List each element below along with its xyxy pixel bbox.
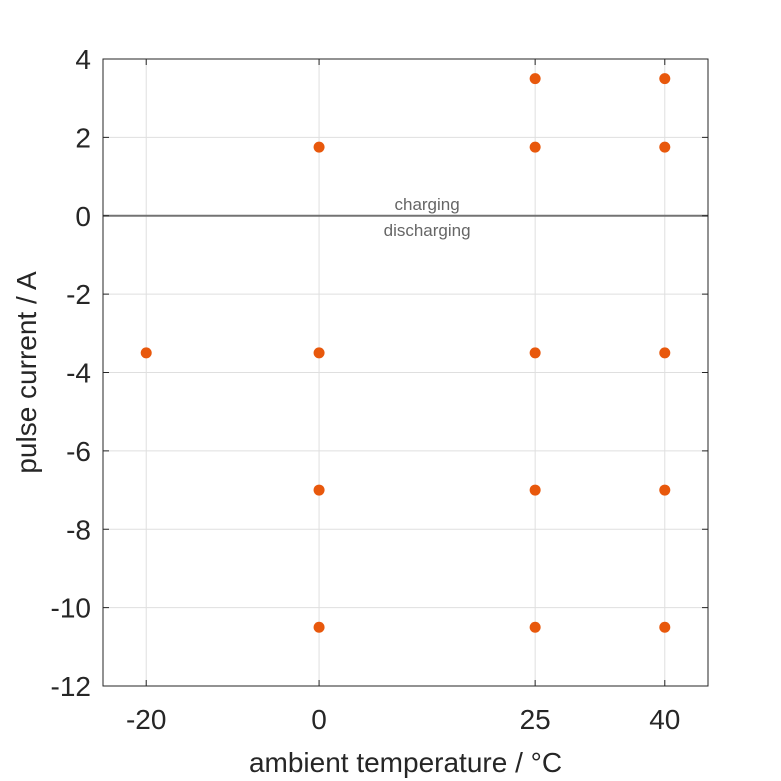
data-point xyxy=(313,141,325,153)
y-tick-label: 2 xyxy=(75,122,91,153)
discharging-annotation: discharging xyxy=(384,221,471,240)
y-tick-label: -4 xyxy=(66,358,91,389)
data-point xyxy=(659,141,671,153)
data-point xyxy=(313,484,325,496)
y-tick-labels: 4 2 0 -2 -4 -6 -8 -10 -12 xyxy=(51,44,91,702)
x-tick-label: 40 xyxy=(649,704,680,735)
y-tick-label: -10 xyxy=(51,593,91,624)
x-tick-label: -20 xyxy=(126,704,166,735)
data-point xyxy=(529,621,541,633)
y-tick-label: 4 xyxy=(75,44,91,75)
y-tick-label: -2 xyxy=(66,279,91,310)
grid-lines xyxy=(103,58,708,687)
y-tick-label: -8 xyxy=(66,514,91,545)
data-point xyxy=(659,484,671,496)
x-tick-labels: -20 0 25 40 xyxy=(126,704,680,735)
data-point xyxy=(659,621,671,633)
data-point xyxy=(140,347,152,359)
data-point xyxy=(659,347,671,359)
y-tick-label: -12 xyxy=(51,671,91,702)
data-points xyxy=(140,73,671,633)
data-point xyxy=(659,73,671,85)
x-axis-label: ambient temperature / °C xyxy=(249,747,562,778)
y-axis-label: pulse current / A xyxy=(11,271,42,474)
y-tick-label: -6 xyxy=(66,436,91,467)
data-point xyxy=(529,484,541,496)
data-point xyxy=(529,141,541,153)
data-point xyxy=(313,347,325,359)
y-tick-label: 0 xyxy=(75,201,91,232)
axis-ticks xyxy=(103,58,708,687)
data-point xyxy=(529,347,541,359)
x-tick-label: 25 xyxy=(520,704,551,735)
charging-annotation: charging xyxy=(394,195,459,214)
x-tick-label: 0 xyxy=(311,704,327,735)
data-point xyxy=(529,73,541,85)
data-point xyxy=(313,621,325,633)
